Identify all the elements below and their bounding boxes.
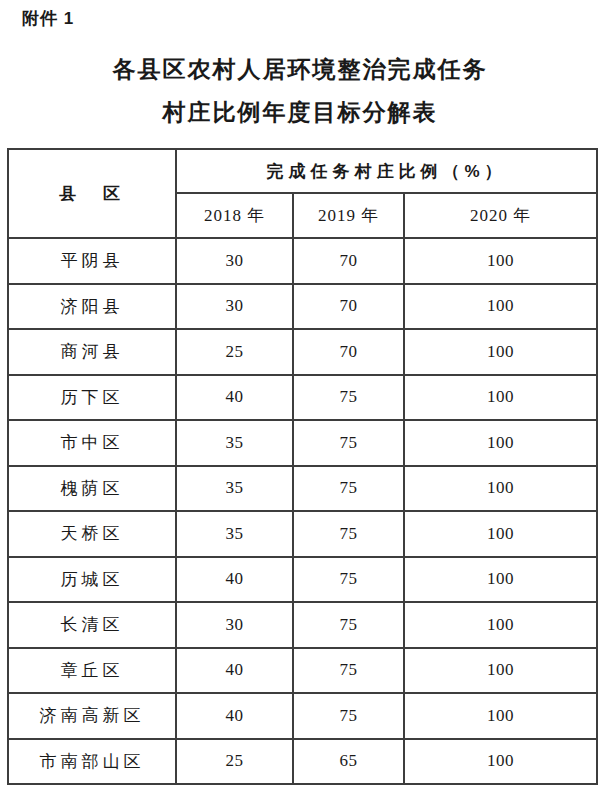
- value-2019-cell: 75: [293, 466, 404, 512]
- district-cell: 市南部山区: [8, 739, 176, 785]
- table-row: 商河县2570100: [8, 329, 597, 375]
- value-2018-cell: 30: [176, 238, 293, 284]
- value-2019-cell: 75: [293, 375, 404, 421]
- header-year-2018: 2018 年: [176, 193, 293, 238]
- table-row: 天桥区3575100: [8, 511, 597, 557]
- value-2019-cell: 70: [293, 329, 404, 375]
- table-row: 历城区4075100: [8, 557, 597, 603]
- value-2019-cell: 75: [293, 648, 404, 694]
- district-cell: 天桥区: [8, 511, 176, 557]
- attachment-label: 附件 1: [22, 7, 74, 30]
- value-2019-cell: 75: [293, 420, 404, 466]
- table-row: 济阳县3070100: [8, 284, 597, 330]
- district-cell: 济阳县: [8, 284, 176, 330]
- targets-table: 县 区 完成任务村庄比例（%） 2018 年 2019 年 2020 年 平阴县…: [7, 148, 598, 785]
- district-cell: 商河县: [8, 329, 176, 375]
- value-2019-cell: 75: [293, 557, 404, 603]
- district-cell: 历下区: [8, 375, 176, 421]
- value-2019-cell: 75: [293, 511, 404, 557]
- value-2020-cell: 100: [404, 238, 597, 284]
- value-2018-cell: 40: [176, 693, 293, 739]
- value-2018-cell: 35: [176, 511, 293, 557]
- value-2020-cell: 100: [404, 739, 597, 785]
- value-2018-cell: 25: [176, 329, 293, 375]
- header-completion-ratio: 完成任务村庄比例（%）: [176, 149, 597, 193]
- table-header-row-group: 县 区 完成任务村庄比例（%）: [8, 149, 597, 193]
- table-body: 平阴县3070100济阳县3070100商河县2570100历下区4075100…: [8, 238, 597, 784]
- value-2020-cell: 100: [404, 602, 597, 648]
- table-row: 历下区4075100: [8, 375, 597, 421]
- value-2019-cell: 70: [293, 284, 404, 330]
- title-line-2: 村庄比例年度目标分解表: [0, 91, 600, 134]
- value-2018-cell: 40: [176, 375, 293, 421]
- value-2019-cell: 75: [293, 602, 404, 648]
- table-row: 平阴县3070100: [8, 238, 597, 284]
- value-2019-cell: 70: [293, 238, 404, 284]
- value-2020-cell: 100: [404, 420, 597, 466]
- district-cell: 历城区: [8, 557, 176, 603]
- value-2020-cell: 100: [404, 284, 597, 330]
- value-2018-cell: 30: [176, 284, 293, 330]
- value-2020-cell: 100: [404, 375, 597, 421]
- value-2020-cell: 100: [404, 511, 597, 557]
- value-2018-cell: 35: [176, 466, 293, 512]
- value-2020-cell: 100: [404, 648, 597, 694]
- value-2018-cell: 40: [176, 557, 293, 603]
- value-2020-cell: 100: [404, 557, 597, 603]
- table-row: 市中区3575100: [8, 420, 597, 466]
- district-cell: 槐荫区: [8, 466, 176, 512]
- table-row: 章丘区4075100: [8, 648, 597, 694]
- district-cell: 平阴县: [8, 238, 176, 284]
- table-row: 济南高新区4075100: [8, 693, 597, 739]
- document-title: 各县区农村人居环境整治完成任务 村庄比例年度目标分解表: [0, 48, 600, 134]
- value-2019-cell: 65: [293, 739, 404, 785]
- table-row: 槐荫区3575100: [8, 466, 597, 512]
- value-2018-cell: 30: [176, 602, 293, 648]
- value-2020-cell: 100: [404, 466, 597, 512]
- header-year-2020: 2020 年: [404, 193, 597, 238]
- table-row: 市南部山区2565100: [8, 739, 597, 785]
- value-2018-cell: 40: [176, 648, 293, 694]
- district-cell: 济南高新区: [8, 693, 176, 739]
- district-cell: 市中区: [8, 420, 176, 466]
- district-cell: 长清区: [8, 602, 176, 648]
- value-2019-cell: 75: [293, 693, 404, 739]
- title-line-1: 各县区农村人居环境整治完成任务: [0, 48, 600, 91]
- district-cell: 章丘区: [8, 648, 176, 694]
- value-2018-cell: 35: [176, 420, 293, 466]
- value-2020-cell: 100: [404, 693, 597, 739]
- header-district: 县 区: [8, 149, 176, 238]
- table-row: 长清区3075100: [8, 602, 597, 648]
- value-2018-cell: 25: [176, 739, 293, 785]
- header-year-2019: 2019 年: [293, 193, 404, 238]
- value-2020-cell: 100: [404, 329, 597, 375]
